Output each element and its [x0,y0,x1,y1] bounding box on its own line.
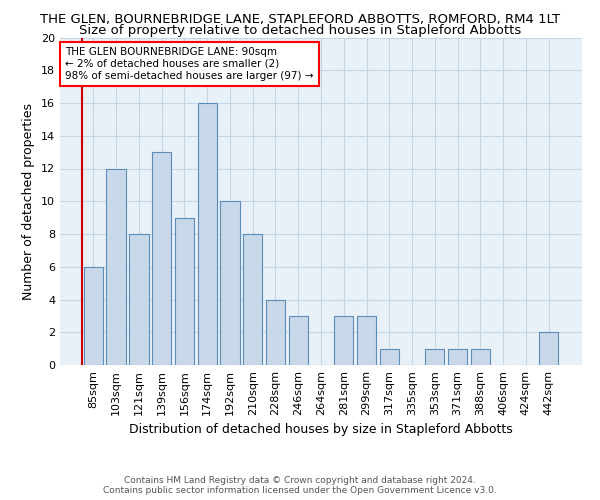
Text: THE GLEN BOURNEBRIDGE LANE: 90sqm
← 2% of detached houses are smaller (2)
98% of: THE GLEN BOURNEBRIDGE LANE: 90sqm ← 2% o… [65,48,314,80]
Bar [129,234,149,365]
X-axis label: Distribution of detached houses by size in Stapleford Abbotts: Distribution of detached houses by size … [129,424,513,436]
Bar [106,168,126,365]
Bar [220,201,239,365]
Bar [84,267,103,365]
Bar [175,218,194,365]
Text: THE GLEN, BOURNEBRIDGE LANE, STAPLEFORD ABBOTTS, ROMFORD, RM4 1LT: THE GLEN, BOURNEBRIDGE LANE, STAPLEFORD … [40,12,560,26]
Bar [425,348,445,365]
Bar [266,300,285,365]
Y-axis label: Number of detached properties: Number of detached properties [22,103,35,300]
Bar [380,348,399,365]
Bar [243,234,262,365]
Bar [334,316,353,365]
Text: Contains HM Land Registry data © Crown copyright and database right 2024.
Contai: Contains HM Land Registry data © Crown c… [103,476,497,495]
Bar [289,316,308,365]
Bar [539,332,558,365]
Bar [197,103,217,365]
Bar [152,152,172,365]
Text: Size of property relative to detached houses in Stapleford Abbotts: Size of property relative to detached ho… [79,24,521,37]
Bar [357,316,376,365]
Bar [448,348,467,365]
Bar [470,348,490,365]
